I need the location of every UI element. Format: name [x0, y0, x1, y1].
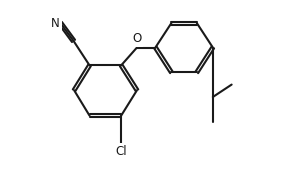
Text: N: N: [51, 17, 60, 30]
Text: O: O: [132, 32, 142, 45]
Text: Cl: Cl: [115, 145, 127, 158]
